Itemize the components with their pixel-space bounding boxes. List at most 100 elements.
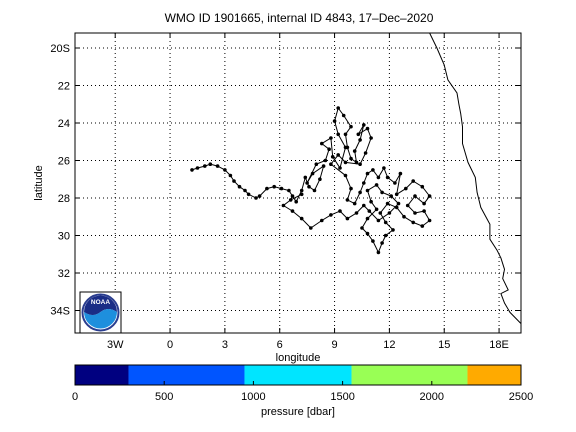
track-point [332,119,337,123]
track-point [396,201,401,206]
track-point [376,250,381,255]
lat-tick-label: 30 [58,231,70,243]
track-point [314,162,319,166]
track-point [380,190,384,195]
track-point [382,166,386,170]
track-point [367,209,372,213]
track-point [398,171,403,176]
lat-tick-label: 22 [58,81,70,93]
track-point [369,136,373,140]
track-point [299,216,304,221]
track-point [358,138,362,142]
track-point [265,186,269,191]
track-point [374,183,379,187]
track-point [363,151,368,155]
lon-tick-label: 3W [107,339,124,351]
track-point [420,224,425,228]
lon-tick-label: 3 [222,339,228,351]
track-point [330,155,335,159]
track-point [374,207,379,212]
track-point [329,213,333,217]
lon-tick-label: 0 [167,339,173,351]
lat-tick-label: 26 [58,156,70,168]
colorbar-ticks: 0 500 1000 1500 2000 2500 [72,381,533,403]
track-point [427,194,432,198]
map-frame [74,32,522,334]
track-point [208,162,213,166]
track-point [371,168,375,172]
track-point [345,216,350,221]
colorbar-frame [74,364,522,386]
track-point [345,145,350,150]
track-point [376,175,381,180]
track-point [305,181,309,185]
track-point [349,156,353,161]
track-point [310,171,315,176]
track-point [391,228,395,232]
track-point [254,196,258,200]
colorbar-tick-label: 1500 [330,391,354,403]
colorbar-tick-label: 1000 [241,391,265,403]
track-point [411,179,416,183]
coastline [429,32,522,324]
track-point [345,198,350,202]
track-point [290,194,295,198]
colorbar-label: pressure [dbar] [261,406,335,418]
track-point [422,201,426,206]
track-point [287,188,291,193]
track-point [422,209,426,213]
track-point [362,203,366,208]
track-point [288,198,293,202]
track-point [389,194,394,198]
colorbar-tick-label: 0 [72,391,78,403]
lon-tick-label: 12 [383,339,395,351]
track-point [378,211,383,215]
track-point [365,188,370,193]
track-point [290,209,295,213]
track-point [299,188,304,193]
float-track [190,106,432,255]
map-axes: 3W 0 3 6 9 12 15 18E 20S 22 24 26 28 30 32 34S [50,32,522,351]
track-point [352,149,357,153]
track-point [365,216,370,221]
track-point [272,184,277,189]
colorbar-tick-label: 2000 [420,391,444,403]
lat-tick-label: 24 [58,118,70,130]
longitude-axis-label: longitude [276,352,321,364]
track-point [358,190,362,195]
track-point [329,136,333,140]
track-point [203,164,207,168]
track-point [341,113,346,118]
track-point [413,211,417,215]
colorbar-segments [75,365,521,385]
track-point [232,179,236,183]
track-point [427,218,432,223]
track-point [338,166,342,170]
track-point [307,184,311,189]
colorbar-tick-label: 500 [155,391,173,403]
track-point [279,186,284,191]
track-point [336,106,341,110]
lat-tick-label: 34S [50,306,70,318]
colorbar-segment [75,365,129,385]
track-point [215,164,220,168]
track-point [327,147,331,151]
latitude-axis-label: latitude [33,165,45,200]
track-point [404,186,408,191]
track-point [294,199,299,204]
track-point [321,164,326,168]
track-point [358,162,362,166]
lat-tick-label: 28 [58,193,70,205]
track-point [228,173,233,178]
track-point [318,177,322,181]
noaa-logo-icon: NOAA [79,291,122,334]
track-point [413,194,417,198]
track-point [393,181,397,185]
track-point [257,194,262,198]
track-point [336,132,341,137]
track-point [223,168,227,172]
lat-tick-label: 20S [50,43,70,55]
colorbar-segment [467,365,521,385]
logo-sky [84,295,117,315]
